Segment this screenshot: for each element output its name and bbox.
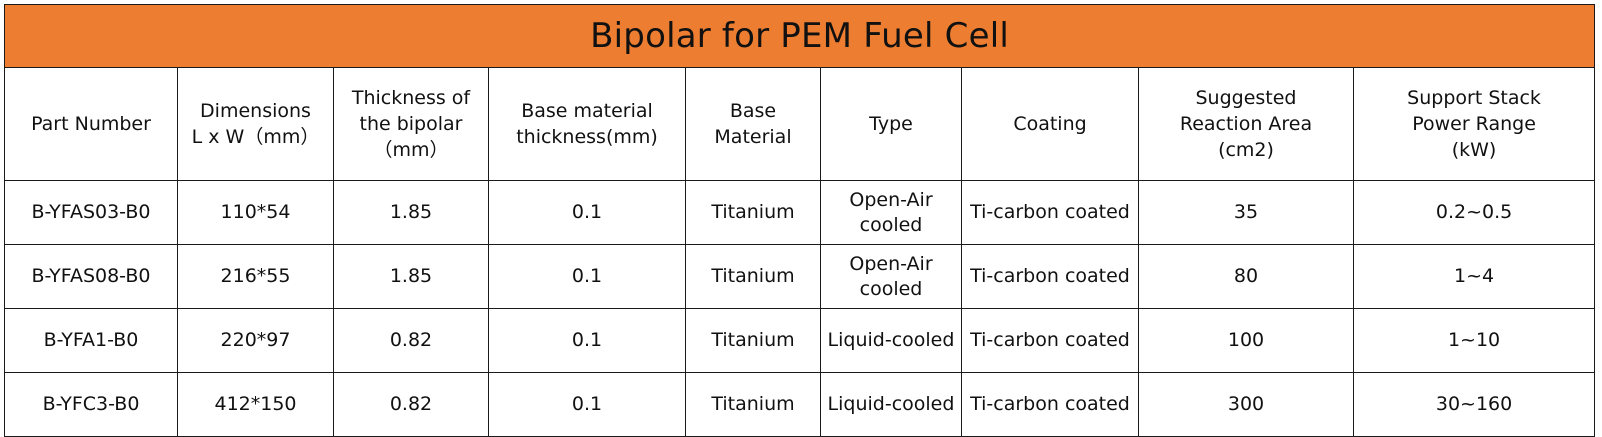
cell-coating: Ti-carbon coated xyxy=(961,372,1139,437)
header-power-range: Support Stack Power Range (kW) xyxy=(1352,67,1596,181)
table-title: Bipolar for PEM Fuel Cell xyxy=(3,4,1596,68)
cell-dimensions: 110*54 xyxy=(177,180,334,245)
header-row: Part Number Dimensions L x W（mm） Thickne… xyxy=(4,67,1596,181)
cell-dimensions: 412*150 xyxy=(177,372,334,437)
cell-coating: Ti-carbon coated xyxy=(961,180,1139,245)
table-row: B-YFAS03-B0 110*54 1.85 0.1 Titanium Ope… xyxy=(4,180,1596,245)
header-part-number: Part Number xyxy=(4,67,178,181)
header-base-material: Base Material xyxy=(685,67,821,181)
cell-base-thickness: 0.1 xyxy=(488,372,686,437)
cell-power-range: 30~160 xyxy=(1352,372,1596,437)
cell-base-thickness: 0.1 xyxy=(488,180,686,245)
cell-reaction-area: 35 xyxy=(1138,180,1354,245)
header-reaction-area: Suggested Reaction Area (cm2) xyxy=(1138,67,1354,181)
cell-type: Open-Air cooled xyxy=(820,180,962,245)
cell-power-range: 1~4 xyxy=(1352,244,1596,309)
cell-coating: Ti-carbon coated xyxy=(961,244,1139,309)
cell-coating: Ti-carbon coated xyxy=(961,308,1139,373)
cell-reaction-area: 80 xyxy=(1138,244,1354,309)
cell-bipolar-thickness: 0.82 xyxy=(333,308,489,373)
header-base-thickness: Base material thickness(mm) xyxy=(488,67,686,181)
cell-reaction-area: 300 xyxy=(1138,372,1354,437)
header-coating: Coating xyxy=(961,67,1139,181)
cell-dimensions: 220*97 xyxy=(177,308,334,373)
cell-base-material: Titanium xyxy=(685,308,821,373)
cell-base-material: Titanium xyxy=(685,244,821,309)
cell-part-number: B-YFA1-B0 xyxy=(4,308,178,373)
header-type: Type xyxy=(820,67,962,181)
table-row: B-YFA1-B0 220*97 0.82 0.1 Titanium Liqui… xyxy=(4,308,1596,373)
cell-part-number: B-YFAS08-B0 xyxy=(4,244,178,309)
cell-base-thickness: 0.1 xyxy=(488,244,686,309)
spec-sheet: Bipolar for PEM Fuel Cell Part Number Di… xyxy=(3,4,1596,437)
cell-base-material: Titanium xyxy=(685,180,821,245)
cell-power-range: 0.2~0.5 xyxy=(1352,180,1596,245)
table-row: B-YFAS08-B0 216*55 1.85 0.1 Titanium Ope… xyxy=(4,244,1596,309)
cell-type: Liquid-cooled xyxy=(820,372,962,437)
cell-type: Liquid-cooled xyxy=(820,308,962,373)
cell-dimensions: 216*55 xyxy=(177,244,334,309)
header-dimensions: Dimensions L x W（mm） xyxy=(177,67,334,181)
cell-bipolar-thickness: 1.85 xyxy=(333,244,489,309)
cell-part-number: B-YFC3-B0 xyxy=(4,372,178,437)
title-row: Bipolar for PEM Fuel Cell xyxy=(3,4,1596,68)
bipolar-plate-spec-table: Bipolar for PEM Fuel Cell Part Number Di… xyxy=(3,4,1596,437)
cell-power-range: 1~10 xyxy=(1352,308,1596,373)
cell-base-material: Titanium xyxy=(685,372,821,437)
cell-reaction-area: 100 xyxy=(1138,308,1354,373)
cell-type: Open-Air cooled xyxy=(820,244,962,309)
cell-part-number: B-YFAS03-B0 xyxy=(4,180,178,245)
cell-base-thickness: 0.1 xyxy=(488,308,686,373)
table-row: B-YFC3-B0 412*150 0.82 0.1 Titanium Liqu… xyxy=(4,372,1596,437)
cell-bipolar-thickness: 0.82 xyxy=(333,372,489,437)
header-bipolar-thickness: Thickness of the bipolar （mm） xyxy=(333,67,489,181)
cell-bipolar-thickness: 1.85 xyxy=(333,180,489,245)
